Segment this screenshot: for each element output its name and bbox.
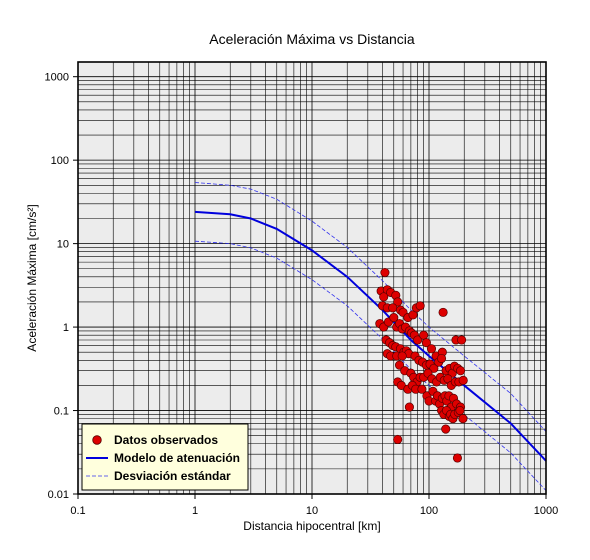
- data-point: [380, 268, 390, 278]
- data-point: [441, 424, 451, 434]
- x-tick-label: 10: [306, 505, 318, 517]
- x-tick-label: 100: [420, 505, 438, 517]
- plot-frame: [77, 61, 547, 495]
- data-point: [436, 353, 447, 364]
- series-lines: [194, 182, 547, 491]
- y-axis-label: Aceleración Máxima [cm/s²]: [25, 204, 39, 351]
- data-point: [413, 335, 423, 345]
- std-dev-upper-line: [194, 182, 547, 432]
- x-tick-label: 0.1: [70, 505, 85, 517]
- data-point: [457, 335, 467, 345]
- data-point: [426, 344, 437, 354]
- y-tick-label: 0.01: [48, 489, 69, 501]
- data-point: [417, 384, 427, 394]
- legend-box: [81, 423, 249, 491]
- data-point: [438, 307, 448, 317]
- data-point: [421, 338, 431, 348]
- data-point: [404, 402, 414, 412]
- y-tick-label: 1: [63, 322, 69, 334]
- chart-title: Aceleración Máxima vs Distancia: [209, 31, 415, 47]
- std-dev-lower-line: [194, 240, 547, 491]
- data-point: [415, 301, 425, 311]
- data-point: [393, 297, 403, 307]
- data-point: [393, 434, 403, 445]
- y-tick-label: 100: [51, 155, 69, 167]
- x-axis-label: Distancia hipocentral [km]: [243, 519, 380, 533]
- legend-label-std: Desviación estándar: [114, 469, 231, 483]
- y-tick-label: 1000: [45, 72, 69, 84]
- data-point: [455, 366, 466, 376]
- legend: Datos observados Modelo de atenuación De…: [81, 423, 249, 491]
- grid: [78, 62, 546, 494]
- legend-label-model: Modelo de atenuación: [114, 451, 240, 465]
- attenuation-model-line: [194, 210, 547, 462]
- data-point: [419, 330, 429, 340]
- data-point: [379, 292, 389, 302]
- data-point: [394, 360, 405, 370]
- y-tick-label: 0.1: [54, 406, 69, 418]
- data-point: [389, 313, 399, 323]
- x-tick-label: 1000: [534, 505, 558, 517]
- legend-label-points: Datos observados: [114, 433, 218, 447]
- data-point: [388, 303, 398, 313]
- data-point: [455, 405, 465, 416]
- data-point: [458, 414, 468, 424]
- data-point: [397, 351, 407, 361]
- legend-marker-points: [92, 435, 102, 445]
- data-point: [429, 363, 439, 373]
- data-point: [458, 375, 468, 385]
- data-points: [375, 268, 468, 463]
- data-point: [452, 453, 462, 463]
- y-tick-label: 10: [57, 239, 69, 251]
- x-tick-label: 1: [192, 505, 198, 517]
